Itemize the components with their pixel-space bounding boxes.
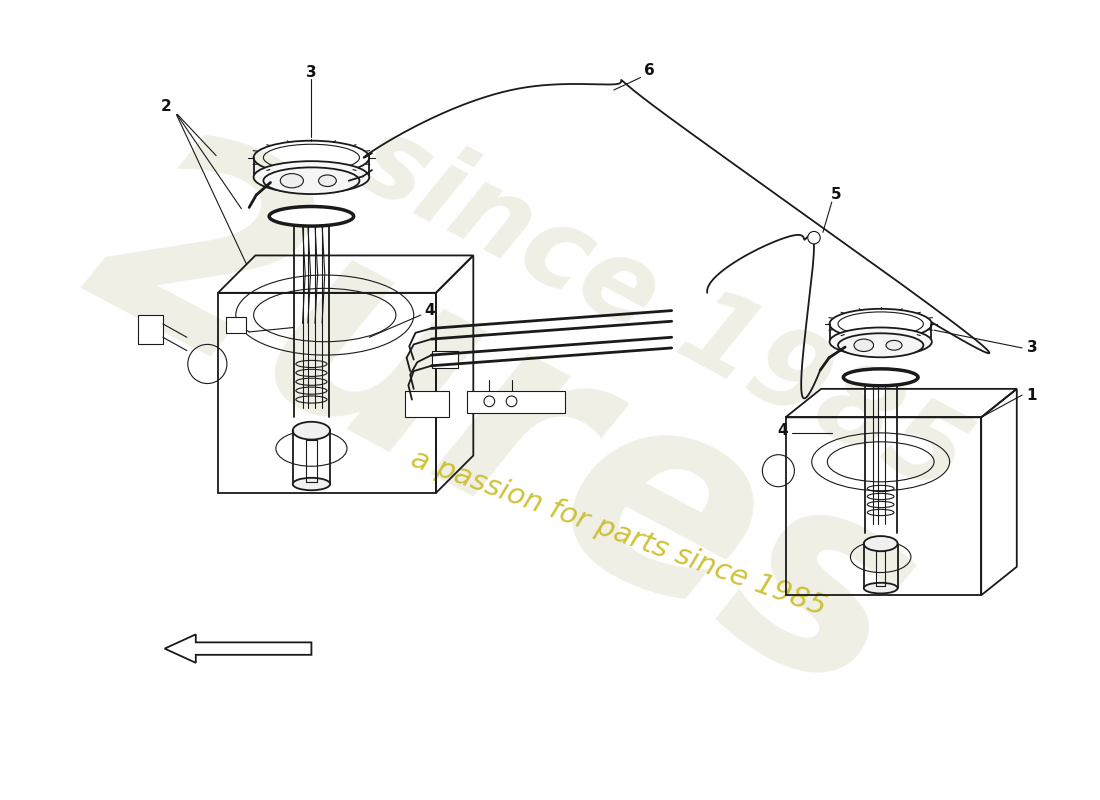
Polygon shape (468, 390, 565, 413)
Text: 5: 5 (830, 187, 842, 202)
Text: 3: 3 (306, 65, 317, 80)
Ellipse shape (854, 339, 873, 351)
Ellipse shape (270, 206, 354, 226)
Text: 1: 1 (1026, 387, 1037, 402)
Text: 3: 3 (1026, 341, 1037, 355)
Ellipse shape (293, 422, 330, 439)
FancyArrow shape (165, 634, 311, 663)
Ellipse shape (829, 327, 932, 356)
Polygon shape (405, 390, 449, 418)
Ellipse shape (263, 167, 360, 194)
Ellipse shape (838, 334, 923, 358)
Ellipse shape (319, 175, 337, 186)
Ellipse shape (864, 582, 898, 594)
Text: 4: 4 (425, 303, 435, 318)
Text: 4: 4 (778, 423, 789, 438)
Ellipse shape (254, 161, 370, 193)
Text: 2: 2 (161, 98, 172, 114)
Ellipse shape (293, 478, 330, 490)
Ellipse shape (280, 174, 304, 188)
Text: since 1985: since 1985 (341, 106, 984, 516)
Text: 6: 6 (645, 63, 654, 78)
Text: 2ures: 2ures (50, 100, 955, 753)
Ellipse shape (864, 536, 898, 551)
Text: a passion for parts since 1985: a passion for parts since 1985 (407, 445, 829, 622)
Circle shape (807, 231, 821, 244)
Ellipse shape (886, 340, 902, 350)
Polygon shape (138, 315, 163, 344)
Ellipse shape (844, 369, 918, 386)
Polygon shape (226, 317, 245, 333)
Polygon shape (431, 350, 459, 369)
